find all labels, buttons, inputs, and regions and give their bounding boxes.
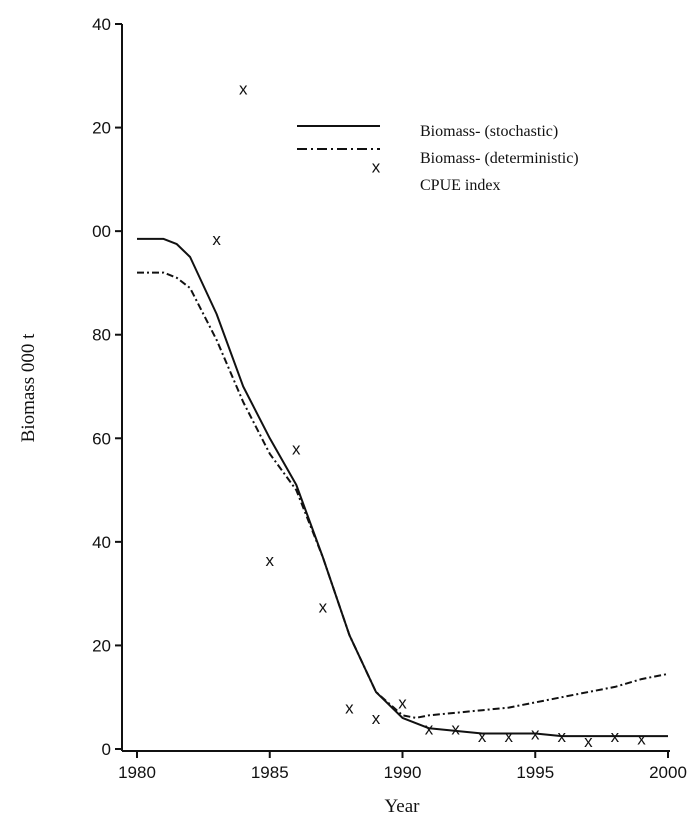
y-axis-title: Biomass 000 t <box>18 333 39 442</box>
legend: Biomass- (stochastic) Biomass- (determin… <box>297 123 579 194</box>
y-tick-label: 80 <box>92 326 111 345</box>
y-tick-label: 40 <box>92 15 111 34</box>
x-tick-label: 1980 <box>118 763 156 782</box>
y-tick-label: 20 <box>92 636 111 655</box>
deterministic-biomass-line <box>137 271 669 719</box>
cpue-point: x <box>451 719 460 738</box>
cpue-point: x <box>558 727 567 746</box>
x-tick-label: 1995 <box>516 763 554 782</box>
cpue-point: x <box>425 719 434 738</box>
y-tick-label: 20 <box>92 119 111 138</box>
cpue-point: x <box>212 230 221 249</box>
cpue-point: x <box>531 724 540 743</box>
x-tick-label: 2000 <box>649 763 687 782</box>
y-tick-label: 0 <box>102 740 111 759</box>
cpue-point: x <box>478 727 487 746</box>
cpue-point: x <box>584 732 593 751</box>
axes: 0 20 40 60 80 00 20 40 1980 1985 1990 1995 2000 <box>92 15 687 782</box>
y-tick-label: 40 <box>92 533 111 552</box>
stochastic-biomass-line <box>137 237 668 738</box>
x-axis-title: Year <box>384 796 420 817</box>
legend-label-cpue: CPUE index <box>420 177 500 194</box>
cpue-point: x <box>611 727 620 746</box>
cpue-point: x <box>292 440 301 459</box>
x-tick-label: 1990 <box>384 763 422 782</box>
cpue-point: x <box>345 699 354 718</box>
legend-label-deterministic: Biomass- (deterministic) <box>420 150 579 167</box>
cpue-point: x <box>319 598 328 617</box>
y-tick-label: 00 <box>92 222 111 241</box>
series-lines <box>137 237 669 738</box>
cpue-point: x <box>266 551 275 570</box>
cpue-point: x <box>398 693 407 712</box>
cpue-point: x <box>372 157 381 176</box>
x-tick-label: 1985 <box>251 763 289 782</box>
cpue-point: x <box>239 80 248 99</box>
cpue-point: x <box>637 730 646 749</box>
cpue-point: x <box>504 727 513 746</box>
legend-label-stochastic: Biomass- (stochastic) <box>420 123 558 140</box>
y-tick-label: 60 <box>92 429 111 448</box>
cpue-point: x <box>372 709 381 728</box>
